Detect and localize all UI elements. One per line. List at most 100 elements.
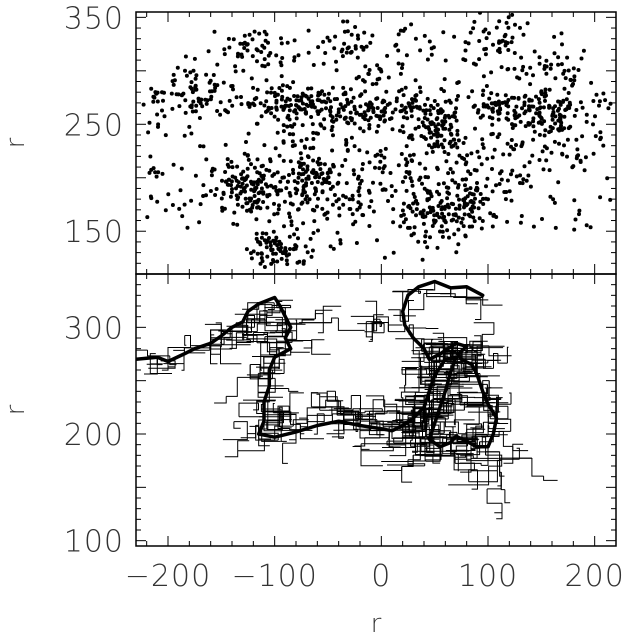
scatter-point (334, 118, 338, 122)
scatter-point (305, 95, 309, 99)
scatter-point (416, 240, 420, 244)
scatter-point (514, 111, 518, 115)
scatter-point (560, 31, 564, 35)
scatter-point (473, 127, 477, 131)
scatter-point (505, 21, 509, 25)
scatter-point (470, 192, 474, 196)
scatter-point (337, 206, 341, 210)
scatter-point (227, 178, 231, 182)
scatter-point (504, 197, 508, 201)
scatter-point (404, 106, 408, 110)
scatter-point (456, 242, 460, 246)
scatter-point (270, 174, 274, 178)
scatter-point (179, 188, 183, 192)
scatter-point (322, 93, 326, 97)
scatter-point (193, 57, 197, 61)
scatter-point (491, 225, 495, 229)
scatter-point (246, 167, 250, 171)
scatter-point (202, 144, 206, 148)
scatter-point (568, 101, 572, 105)
scatter-point (271, 239, 275, 243)
top-ytick-label: 250 (64, 108, 124, 143)
scatter-point (205, 102, 209, 106)
scatter-point (491, 189, 495, 193)
scatter-point (506, 179, 510, 183)
scatter-point (506, 111, 510, 115)
scatter-point (235, 165, 239, 169)
scatter-point (523, 164, 527, 168)
top-ylabel: r (1, 137, 31, 148)
scatter-point (518, 26, 522, 30)
scatter-point (485, 157, 489, 161)
scatter-point (279, 249, 283, 253)
scatter-point (417, 117, 421, 121)
scatter-point (477, 206, 481, 210)
scatter-point (164, 208, 168, 212)
scatter-point (562, 143, 566, 147)
scatter-point (408, 134, 412, 138)
scatter-point (542, 105, 546, 109)
scatter-point (317, 157, 321, 161)
scatter-point (399, 29, 403, 33)
scatter-point (331, 203, 335, 207)
scatter-point (601, 92, 605, 96)
scatter-point (464, 162, 468, 166)
scatter-point (320, 89, 324, 93)
scatter-point (309, 115, 313, 119)
scatter-point (426, 58, 430, 62)
scatter-point (484, 47, 488, 51)
scatter-point (265, 78, 269, 82)
scatter-point (513, 23, 517, 27)
scatter-point (156, 91, 160, 95)
scatter-point (456, 94, 460, 98)
scatter-point (577, 212, 581, 216)
scatter-point (233, 176, 237, 180)
scatter-point (322, 100, 326, 104)
scatter-point (265, 245, 269, 249)
scatter-point (294, 187, 298, 191)
scatter-point (531, 138, 535, 142)
scatter-point (253, 97, 257, 101)
scatter-point (274, 101, 278, 105)
scatter-point (525, 179, 529, 183)
scatter-point (547, 130, 551, 134)
scatter-point (410, 97, 414, 101)
scatter-point (368, 68, 372, 72)
scatter-point (559, 119, 563, 123)
scatter-point (557, 142, 561, 146)
scatter-point (316, 132, 320, 136)
scatter-point (457, 138, 461, 142)
scatter-point (396, 49, 400, 53)
scatter-point (313, 186, 317, 190)
scatter-point (345, 181, 349, 185)
scatter-point (186, 226, 190, 230)
scatter-point (421, 258, 425, 262)
scatter-point (431, 206, 435, 210)
scatter-point (553, 76, 557, 80)
scatter-point (497, 19, 501, 23)
scatter-point (467, 95, 471, 99)
scatter-point (315, 205, 319, 209)
scatter-point (609, 102, 613, 106)
scatter-point (472, 201, 476, 205)
scatter-point (243, 41, 247, 45)
scatter-point (309, 94, 313, 98)
scatter-point (306, 154, 310, 158)
scatter-point (507, 15, 511, 19)
scatter-point (368, 160, 372, 164)
scatter-point (506, 142, 510, 146)
scatter-point (250, 256, 254, 260)
scatter-point (598, 195, 602, 199)
scatter-point (294, 191, 298, 195)
scatter-point (201, 183, 205, 187)
scatter-point (380, 109, 384, 113)
scatter-point (253, 30, 257, 34)
scatter-point (544, 158, 548, 162)
scatter-point (447, 192, 451, 196)
scatter-point (518, 173, 522, 177)
scatter-point (329, 244, 333, 248)
scatter-point (548, 168, 552, 172)
scatter-point (308, 197, 312, 201)
scatter-point (447, 205, 451, 209)
